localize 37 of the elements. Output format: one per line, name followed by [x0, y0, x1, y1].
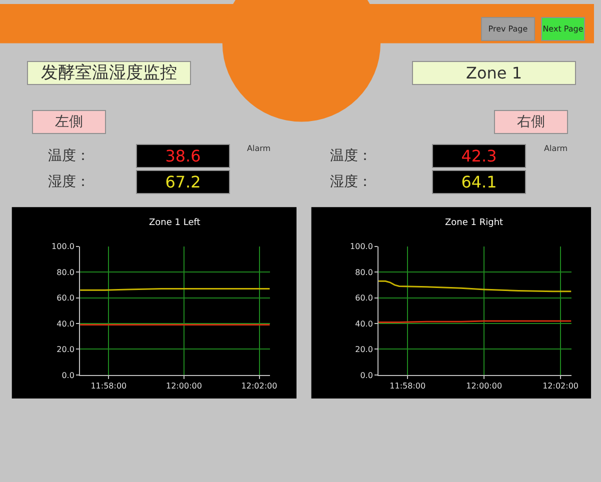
x-tick-label: 11:58:00 — [390, 382, 426, 391]
y-tick-label: 100.0 — [52, 242, 74, 252]
text: 64.1 — [461, 172, 497, 192]
y-tick-label: 100.0 — [350, 242, 373, 252]
y-tick-label: 60.0 — [56, 294, 74, 303]
text: 左側 — [55, 114, 83, 130]
text: 右側 — [517, 114, 545, 130]
text: 67.2 — [165, 172, 201, 192]
y-tick-label: 60.0 — [355, 294, 373, 303]
y-tick-label: 20.0 — [355, 345, 373, 354]
x-tick-label: 12:02:00 — [542, 382, 579, 391]
text: Alarm — [247, 144, 271, 153]
text: 湿度： — [330, 174, 372, 190]
y-tick-label: 20.0 — [56, 345, 74, 354]
y-tick-label: 80.0 — [355, 268, 373, 277]
line-series — [378, 280, 572, 292]
text: 38.6 — [165, 146, 201, 166]
y-tick-label: 80.0 — [56, 268, 74, 277]
text: Prev Page — [488, 24, 528, 34]
chart-title: Zone 1 Left — [149, 218, 201, 228]
y-tick-label: 0.0 — [62, 370, 74, 380]
text: Zone 1 — [466, 64, 522, 82]
x-tick-label: 11:58:00 — [90, 382, 127, 391]
x-tick-label: 12:00:00 — [166, 382, 202, 391]
y-tick-label: 40.0 — [56, 319, 74, 328]
chart-title: Zone 1 Right — [445, 218, 504, 228]
text: 42.3 — [461, 146, 497, 166]
y-tick-label: 40.0 — [355, 319, 373, 328]
text: 发酵室温湿度监控 — [41, 63, 177, 83]
x-tick-label: 12:02:00 — [241, 382, 278, 391]
x-tick-label: 12:00:00 — [466, 382, 502, 391]
y-tick-label: 0.0 — [360, 370, 373, 380]
text: Alarm — [544, 144, 568, 153]
text: 温度： — [330, 148, 372, 164]
text: 温度： — [48, 148, 90, 164]
text: Next Page — [542, 24, 584, 34]
text: 湿度： — [48, 174, 90, 190]
